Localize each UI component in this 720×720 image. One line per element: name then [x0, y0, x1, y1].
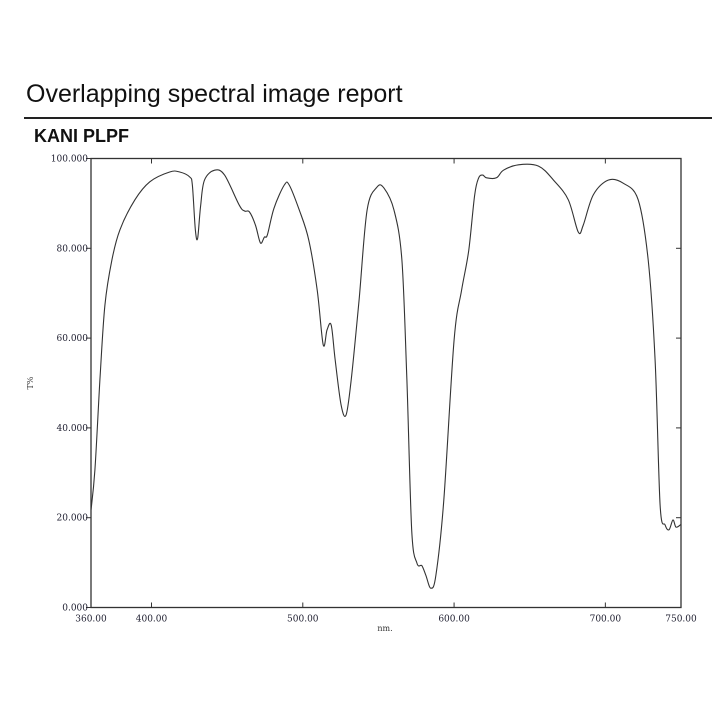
title-divider — [24, 117, 712, 119]
y-tick-label: 40.000 — [57, 424, 89, 434]
x-tick-label: 700.00 — [590, 615, 622, 625]
y-tick-label: 0.000 — [62, 604, 88, 614]
x-axis-label: nm. — [377, 624, 392, 633]
x-tick-label: 400.00 — [136, 615, 168, 625]
report-title: Overlapping spectral image report — [26, 80, 403, 108]
x-tick-label: 360.00 — [75, 615, 107, 625]
y-tick-label: 60.000 — [57, 334, 89, 344]
x-tick-label: 600.00 — [438, 615, 470, 625]
chart-title: KANI PLPF — [34, 126, 130, 146]
transmittance-line — [90, 163, 682, 589]
y-tick-label: 20.000 — [57, 514, 89, 524]
x-tick-label: 750.00 — [665, 615, 697, 625]
y-tick-label: 80.000 — [57, 244, 89, 254]
x-tick-label: 500.00 — [287, 615, 319, 625]
y-axis-label: T% — [26, 376, 35, 389]
plot-frame — [90, 157, 682, 609]
y-tick-label: 100.000 — [51, 155, 88, 165]
